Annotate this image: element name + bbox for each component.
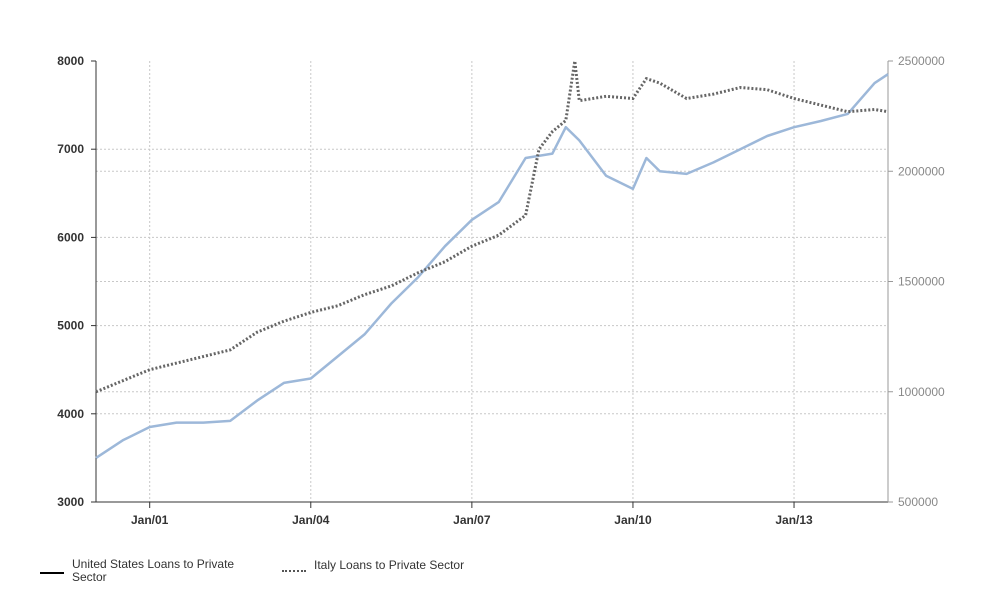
- y-left-tick-label: 6000: [57, 230, 84, 244]
- chart-svg: Jan/01 Jan/04 Jan/07 Jan/10 Jan/13 3000 4000 50…: [57, 54, 945, 527]
- y-right-tick-label: 1000000: [898, 385, 945, 399]
- legend-swatch-us: [40, 572, 64, 574]
- legend-label-italy: Italy Loans to Private Sector: [314, 557, 465, 572]
- tick-labels: Jan/01 Jan/04 Jan/07 Jan/10 Jan/13 3000 4000 50…: [57, 54, 945, 527]
- x-tick-label: Jan/01: [131, 513, 169, 527]
- x-tick-label: Jan/13: [775, 513, 813, 527]
- y-right-tick-label: 2000000: [898, 164, 945, 178]
- series-line-us: [95, 73, 889, 459]
- y-left-tick-label: 5000: [57, 319, 84, 333]
- series-lines: [95, 60, 889, 459]
- y-right-tick-label: 2500000: [898, 54, 945, 68]
- legend-label-us: United States Loans to Private Sector: [72, 557, 235, 584]
- x-tick-label: Jan/10: [614, 513, 652, 527]
- axes: [91, 60, 893, 508]
- legend-item-us[interactable]: United States Loans to Private Sector: [40, 558, 262, 584]
- y-left-tick-label: 7000: [57, 142, 84, 156]
- x-tick-label: Jan/04: [292, 513, 330, 527]
- legend: United States Loans to Private Sector It…: [40, 558, 484, 592]
- y-left-tick-label: 8000: [57, 54, 84, 68]
- series-line-italy: [95, 60, 889, 394]
- legend-swatch-italy: [282, 570, 306, 572]
- y-right-tick-label: 500000: [898, 495, 938, 509]
- x-tick-label: Jan/07: [453, 513, 491, 527]
- y-right-tick-label: 1500000: [898, 275, 945, 289]
- y-left-tick-label: 4000: [57, 407, 84, 421]
- legend-item-italy[interactable]: Italy Loans to Private Sector: [282, 558, 464, 572]
- y-left-tick-label: 3000: [57, 495, 84, 509]
- grid-lines: [96, 61, 888, 502]
